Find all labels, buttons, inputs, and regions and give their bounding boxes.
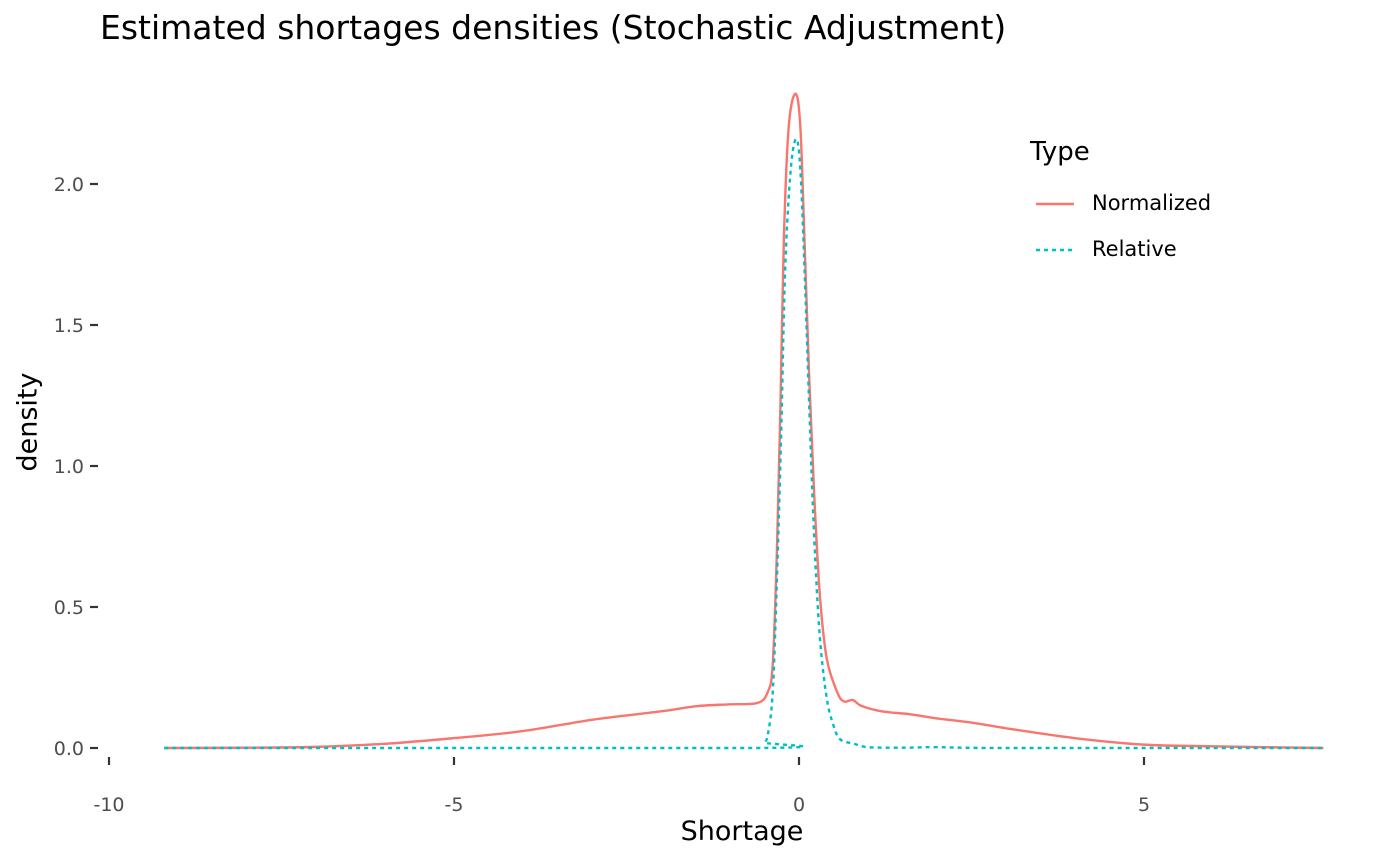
x-tick-label: 5 bbox=[1138, 794, 1150, 816]
y-tick-label: 1.5 bbox=[54, 315, 84, 337]
y-tick-label: 2.0 bbox=[54, 174, 84, 196]
series-line-normalized bbox=[164, 92, 1324, 750]
legend-label-relative: Relative bbox=[1092, 237, 1177, 261]
x-tick-label: 0 bbox=[793, 794, 805, 816]
legend-keys bbox=[1036, 202, 1074, 252]
x-tick-label: -10 bbox=[93, 794, 124, 816]
x-axis-label: Shortage bbox=[680, 816, 804, 847]
y-tick-label: 1.0 bbox=[54, 456, 84, 478]
y-tick-label: 0.0 bbox=[54, 738, 84, 760]
legend-title: Type bbox=[1030, 137, 1090, 167]
x-tick-label: -5 bbox=[445, 794, 464, 816]
chart-title: Estimated shortages densities (Stochasti… bbox=[100, 8, 1007, 47]
series-line-relative bbox=[164, 137, 1324, 750]
y-tick-label: 0.5 bbox=[54, 597, 84, 619]
legend-label-normalized: Normalized bbox=[1092, 191, 1212, 215]
